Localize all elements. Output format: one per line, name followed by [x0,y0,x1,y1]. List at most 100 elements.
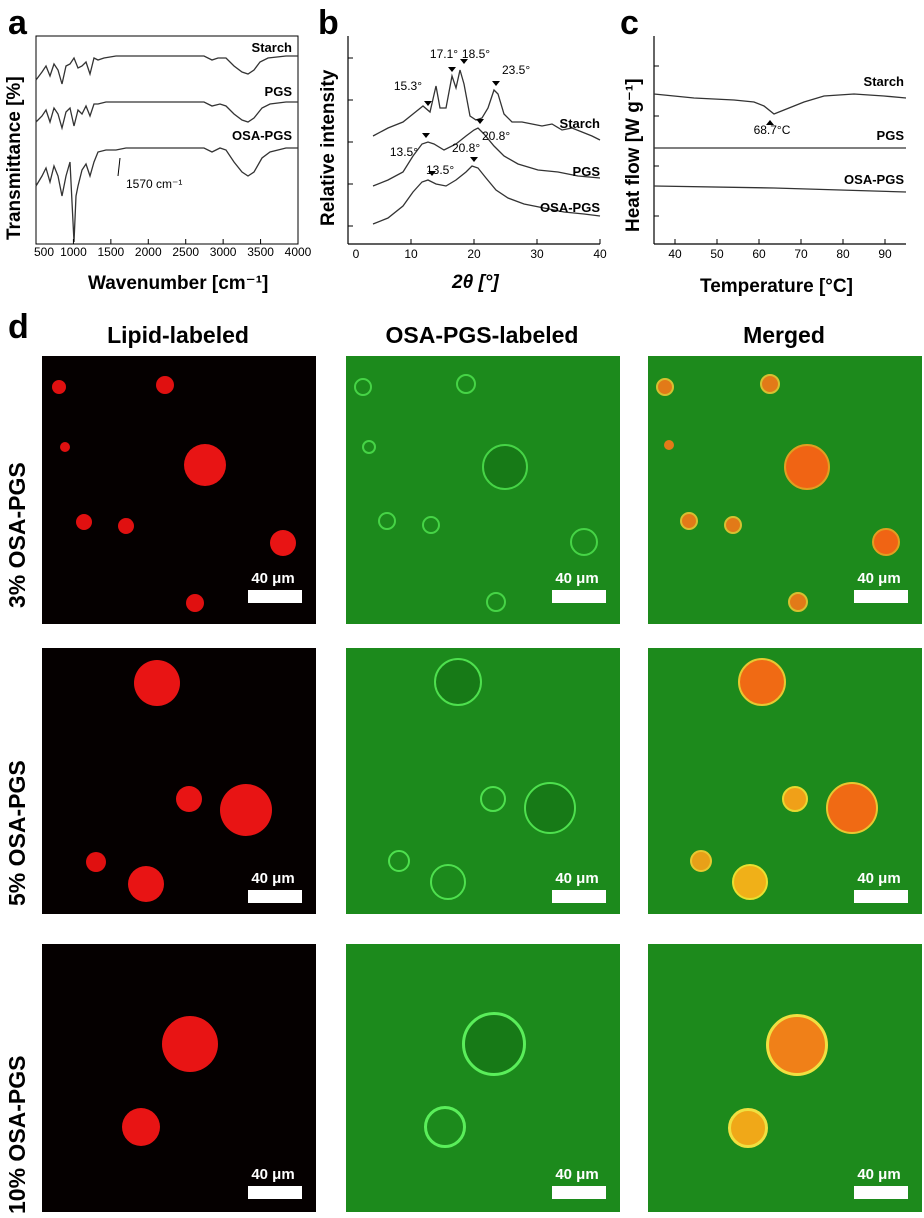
dsc-curve-starch [653,93,907,115]
panel-letter-d: d [8,308,29,346]
droplet [176,786,202,812]
droplet [766,1014,828,1076]
xrd-curve-pgs [372,127,601,187]
droplet [156,376,174,394]
scale-bar-label: 40 μm [857,570,901,587]
xrd-x-tick-label: 30 [530,247,544,261]
xrd-peak-label-osa-20-8: 20.8° [452,141,480,155]
ftir-x-tick-label: 1000 [60,245,87,259]
ftir-legend-osa-pgs: OSA-PGS [232,128,292,143]
ftir-x-axis-label: Wavenumber [cm⁻¹] [88,273,269,294]
xrd-peak-label-23-5: 23.5° [502,63,530,77]
droplet [664,440,674,450]
dsc-chart: Starch PGS OSA-PGS 68.7°C 40 50 60 70 80 90 [653,36,916,261]
scale-bar [552,890,606,903]
droplet [690,850,712,872]
dsc-x-tick-label: 80 [836,247,850,261]
xrd-x-tick-label: 0 [353,247,360,261]
droplet [388,850,410,872]
dsc-x-tick-label: 90 [878,247,892,261]
micrograph-10pct-lipid: 40 μm [42,944,316,1212]
droplet [462,1012,526,1076]
column-header-osa-pgs: OSA-PGS-labeled [385,322,579,348]
droplet [422,516,440,534]
scale-bar [854,1186,908,1199]
dsc-y-ticks [654,65,659,217]
droplet [788,592,808,612]
scale-bar [854,890,908,903]
ftir-x-tick-label: 500 [34,245,54,259]
ftir-y-axis-label: Transmittance [%] [4,76,25,240]
droplet [728,1108,768,1148]
scale-bar-label: 40 μm [555,1166,599,1183]
row-header-3pct: 3% OSA-PGS [4,462,30,608]
dsc-svg: Starch PGS OSA-PGS 68.7°C 40 50 60 70 80 90 [653,36,907,261]
droplet [86,852,106,872]
scale-bar-label: 40 μm [251,1166,295,1183]
dsc-legend-pgs: PGS [877,128,905,143]
ftir-x-tick-label: 2500 [172,245,199,259]
droplet [354,378,372,396]
scale-bar-label: 40 μm [857,870,901,887]
droplet [738,658,786,706]
xrd-y-axis-label: Relative intensity [318,69,339,226]
droplet [570,528,598,556]
droplet [430,864,466,900]
ftir-curve-starch [35,55,298,85]
dsc-peak-arrow [766,120,774,125]
xrd-x-tick-label: 20 [467,247,481,261]
droplet [656,378,674,396]
xrd-y-ticks [348,57,353,227]
droplet [270,530,296,556]
dsc-legend-osa-pgs: OSA-PGS [844,172,904,187]
dsc-x-tick-label: 70 [794,247,808,261]
droplet [434,658,482,706]
ftir-annotation: 1570 cm⁻¹ [126,177,182,191]
panel-letter-c: c [620,4,639,42]
micrograph-3pct-lipid: 40 μm [42,356,316,624]
droplet [118,518,134,534]
droplet [482,444,528,490]
scale-bar [552,590,606,603]
ftir-x-tick-label: 4000 [285,245,312,259]
droplet [724,516,742,534]
ftir-legend-pgs: PGS [265,84,293,99]
ftir-chart: Starch PGS OSA-PGS 1570 cm⁻¹ 500 1000 1500… [34,35,312,259]
dsc-y-axis-label: Heat flow [W g⁻¹] [623,78,644,232]
micrograph-5pct-lipid: 40 μm [42,648,316,914]
dsc-legend-starch: Starch [864,74,905,89]
droplet [134,660,180,706]
droplet [760,374,780,394]
droplet [122,1108,160,1146]
xrd-x-tick-label: 40 [593,247,607,261]
droplet [128,866,164,902]
ftir-frame [35,35,299,245]
droplet [680,512,698,530]
ftir-x-tick-label: 1500 [98,245,125,259]
scale-bar [248,590,302,603]
droplet [826,782,878,834]
scale-bar [854,590,908,603]
ftir-curve-pgs [35,101,298,131]
droplet [184,444,226,486]
panel-letter-a: a [8,4,27,42]
scale-bar [552,1186,606,1199]
panel-letter-b: b [318,4,339,42]
micrograph-3pct-osa-pgs: 40 μm [346,356,620,624]
droplet [60,442,70,452]
column-header-merged: Merged [743,322,825,348]
xrd-legend-osa-pgs: OSA-PGS [540,200,600,215]
droplet [162,1016,218,1072]
droplet [456,374,476,394]
droplet [732,864,768,900]
xrd-x-axis-label: 2θ [°] [452,272,499,293]
dsc-x-tick-label: 60 [752,247,766,261]
dsc-curve-osa-pgs [653,185,907,193]
micrograph-10pct-osa-pgs: 40 μm [346,944,620,1212]
scale-bar [248,1186,302,1199]
droplet [480,786,506,812]
ftir-legend-starch: Starch [252,40,293,55]
droplet [76,514,92,530]
droplet [486,592,506,612]
scale-bar-label: 40 μm [555,870,599,887]
